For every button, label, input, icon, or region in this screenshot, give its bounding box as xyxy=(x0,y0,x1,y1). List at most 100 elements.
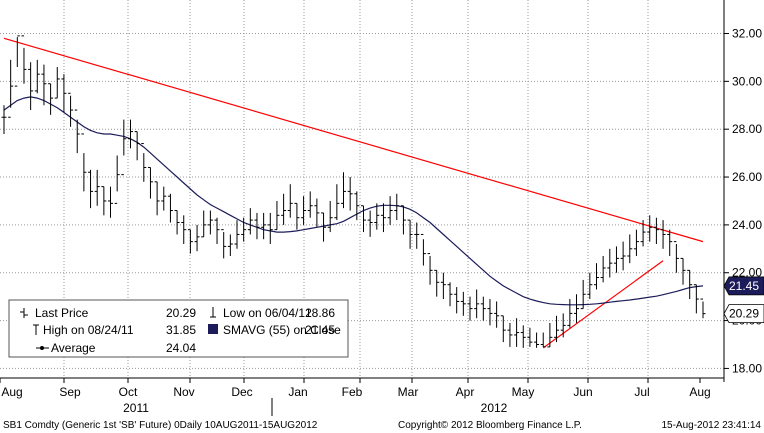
footer-copyright: Copyright© 2012 Bloomberg Finance L.P. xyxy=(398,420,582,431)
ohlc-bar xyxy=(314,198,320,228)
ohlc-bar xyxy=(414,222,420,249)
ohlc-bar xyxy=(8,59,14,118)
legend-last-price-value: 20.29 xyxy=(166,306,196,320)
ohlc-bar xyxy=(587,272,593,300)
ohlc-bar xyxy=(380,203,386,233)
ohlc-bar xyxy=(687,269,693,300)
legend-high-label: High on 08/24/11 xyxy=(43,323,134,337)
legend-low-value: 18.86 xyxy=(305,306,335,320)
x-tick-label-month: Dec xyxy=(231,385,252,399)
legend-low-icon xyxy=(210,307,216,318)
ohlc-bar xyxy=(127,119,133,149)
ohlc-bar xyxy=(454,287,460,314)
price-tag: 21.45 xyxy=(723,276,764,296)
ohlc-bar xyxy=(487,299,493,326)
y-tick-label: 28.00 xyxy=(732,122,762,136)
ohlc-bar xyxy=(400,205,406,235)
ohlc-bar xyxy=(653,217,659,245)
ohlc-bar xyxy=(627,234,633,264)
ohlc-bar xyxy=(74,109,80,154)
x-tick-label-year: 2012 xyxy=(481,401,508,415)
x-tick-label-month: Mar xyxy=(398,385,419,399)
ohlc-bar xyxy=(221,229,227,259)
y-tick-label: 32.00 xyxy=(732,26,762,40)
ohlc-bar xyxy=(301,196,307,225)
footer-ticker: SB1 Comdty (Generic 1st 'SB' Future) 0Da… xyxy=(3,420,318,431)
price-tag-box xyxy=(723,276,764,296)
ohlc-bar xyxy=(527,327,533,347)
ohlc-bar xyxy=(254,212,260,240)
y-tick-label: 30.00 xyxy=(732,74,762,88)
legend-smavg-label: SMAVG (55) on Close xyxy=(223,323,341,337)
y-tick-label: 22.00 xyxy=(732,266,762,280)
ohlc-bar xyxy=(34,59,40,94)
ohlc-bar xyxy=(28,62,34,111)
chart-frame xyxy=(0,0,725,382)
x-tick-label-month: Sep xyxy=(59,385,81,399)
ohlc-bar xyxy=(174,210,180,235)
price-tag: 20.29 xyxy=(723,304,764,324)
ohlc-bar xyxy=(227,234,233,256)
ohlc-bar xyxy=(554,315,560,343)
ohlc-bar xyxy=(407,219,413,249)
ohlc-bar xyxy=(673,241,679,273)
price-tag-label: 20.29 xyxy=(729,307,759,321)
ohlc-bar xyxy=(647,215,653,242)
ohlc-bar xyxy=(420,233,426,266)
ohlc-bar xyxy=(187,229,193,254)
x-axis: Aug Sep Oct Nov Dec Jan Feb Mar Apr May Jun Jul Aug 2… xyxy=(0,378,711,416)
ohlc-bar xyxy=(700,298,706,319)
x-tick-label-month: Nov xyxy=(173,385,194,399)
x-tick-label-month: Aug xyxy=(1,385,22,399)
ohlc-bar xyxy=(234,220,240,249)
ohlc-bar xyxy=(394,193,400,221)
ohlc-bar xyxy=(693,284,699,314)
ohlc-bar xyxy=(593,263,599,290)
trendline xyxy=(3,37,704,243)
x-tick-label-month: Aug xyxy=(689,385,710,399)
ohlc-bar xyxy=(281,193,287,225)
ohlc-bar xyxy=(101,186,107,216)
legend-high-value: 31.85 xyxy=(166,323,196,337)
ohlc-bar xyxy=(114,155,120,204)
ohlc-bar xyxy=(161,186,167,211)
legend-box: Last Price 20.29 Low on 06/04/12 18.86 H… xyxy=(8,299,349,358)
ohlc-bar xyxy=(354,191,360,221)
ohlc-bar xyxy=(88,169,94,209)
ohlc-bar xyxy=(48,83,54,115)
x-tick-label-year: 2011 xyxy=(123,401,149,415)
ohlc-bar xyxy=(520,325,526,348)
ohlc-bar xyxy=(620,241,626,271)
ohlc-bar xyxy=(660,220,666,249)
ohlc-bar xyxy=(480,296,486,321)
legend-smavg-swatch xyxy=(208,324,218,334)
ohlc-bar xyxy=(54,66,60,99)
ohlc-bar xyxy=(613,246,619,273)
legend-high-icon xyxy=(33,324,39,335)
ohlc-bar xyxy=(534,332,540,348)
ohlc-bar xyxy=(14,35,20,87)
ohlc-bar xyxy=(347,177,353,211)
ohlc-bar xyxy=(201,210,207,238)
y-tick-label: 18.00 xyxy=(732,361,762,375)
ohlc-bar xyxy=(307,191,313,218)
ohlc-bar xyxy=(560,313,566,338)
ohlc-bar xyxy=(387,196,393,225)
legend-average-value: 24.04 xyxy=(166,341,196,355)
ohlc-bar xyxy=(214,217,220,245)
ohlc-bar xyxy=(474,289,480,319)
ohlc-bar xyxy=(500,315,506,343)
ohlc-bar xyxy=(207,210,213,235)
ohlc-bar xyxy=(540,332,546,348)
ohlc-bar xyxy=(567,299,573,328)
x-tick-label-month: Jul xyxy=(634,385,649,399)
ohlc-bar xyxy=(194,224,200,252)
footer-timestamp: 15-Aug-2012 23:41:14 xyxy=(661,420,761,431)
sma-series xyxy=(3,96,704,306)
ohlc-bar xyxy=(574,294,580,323)
x-tick-label-month: Jun xyxy=(573,385,592,399)
ohlc-bar xyxy=(167,193,173,223)
ohlc-bar xyxy=(334,184,340,221)
ohlc-bar xyxy=(247,208,253,235)
y-tick-label: 26.00 xyxy=(732,170,762,184)
